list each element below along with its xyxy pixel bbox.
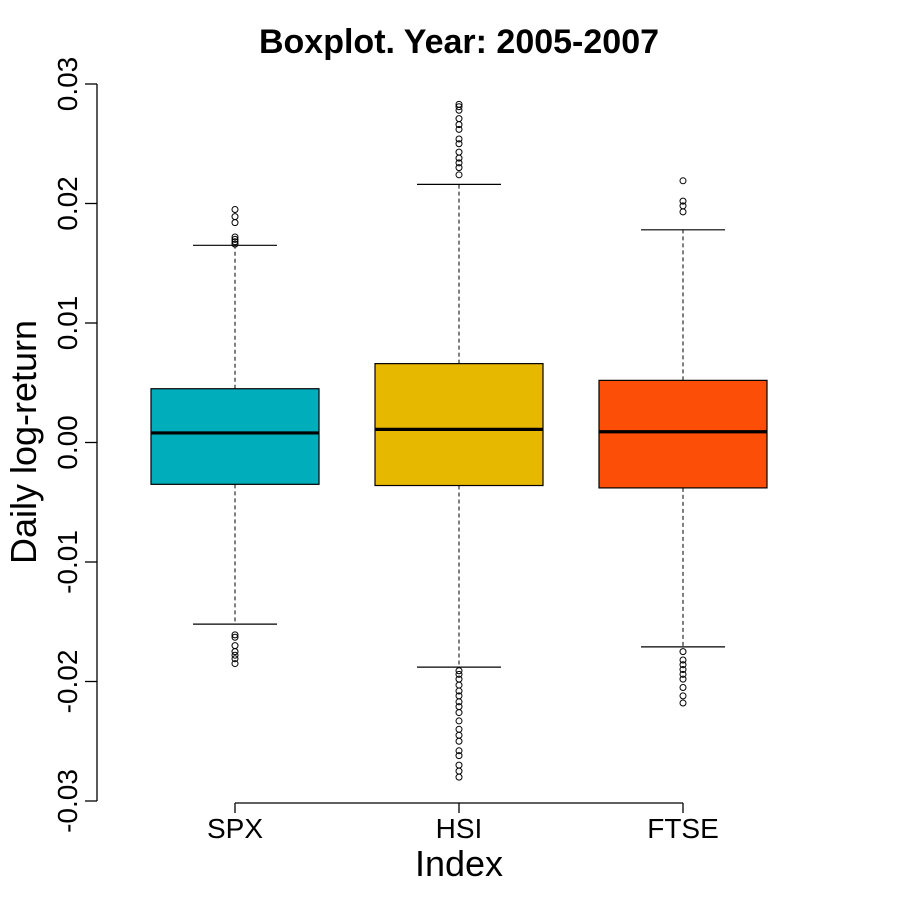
y-tick-label: 0.02 — [52, 176, 83, 231]
outlier-point — [679, 648, 687, 656]
outlier-point — [455, 164, 463, 172]
outlier-point — [231, 651, 239, 659]
outlier-point — [679, 177, 687, 185]
outlier-point — [679, 683, 687, 691]
outlier-point — [455, 752, 463, 760]
outlier-point — [679, 692, 687, 700]
outlier-point — [455, 148, 463, 156]
y-tick-label: 0.00 — [52, 415, 83, 470]
box-iqr — [374, 363, 544, 487]
outlier-point — [455, 135, 463, 143]
x-tick-label: FTSE — [647, 813, 719, 844]
outlier-point — [455, 115, 463, 123]
outlier-point — [231, 240, 239, 248]
outlier-point — [679, 208, 687, 216]
outlier-point — [679, 666, 687, 674]
y-tick-label: -0.01 — [52, 530, 83, 594]
box-iqr — [150, 388, 320, 485]
box-spx — [150, 205, 320, 668]
outlier-point — [455, 125, 463, 133]
y-axis: -0.03 -0.02 -0.01 0.00 0.01 0.02 0.03 — [52, 57, 98, 833]
outlier-point — [231, 238, 239, 246]
outlier-point — [231, 219, 239, 227]
outlier-point — [679, 197, 687, 205]
outlier-point — [455, 731, 463, 739]
x-axis: SPX HSI FTSE — [207, 802, 719, 844]
outlier-point — [455, 667, 463, 675]
x-tick-label: SPX — [207, 813, 263, 844]
outlier-point — [455, 698, 463, 706]
outlier-point — [455, 687, 463, 695]
outlier-point — [455, 717, 463, 725]
outlier-point — [455, 767, 463, 775]
box-ftse — [598, 177, 768, 707]
outlier-point — [455, 103, 463, 111]
box-hsi — [374, 100, 544, 781]
outlier-point — [455, 140, 463, 148]
outlier-point — [455, 171, 463, 179]
outlier-point — [455, 121, 463, 129]
outlier-point — [455, 773, 463, 781]
x-axis-label: Index — [415, 843, 503, 884]
outlier-point — [231, 660, 239, 668]
outlier-point — [455, 106, 463, 114]
x-tick-label: HSI — [436, 813, 483, 844]
outlier-point — [231, 633, 239, 641]
outlier-point — [679, 656, 687, 664]
outlier-point — [231, 642, 239, 650]
outlier-point — [455, 670, 463, 678]
outlier-point — [455, 709, 463, 717]
y-tick-label: -0.03 — [52, 769, 83, 833]
outlier-point — [455, 725, 463, 733]
y-tick-label: 0.01 — [52, 296, 83, 351]
plot-area — [150, 100, 768, 781]
outlier-point — [231, 233, 239, 241]
y-tick-label: -0.02 — [52, 650, 83, 714]
outlier-point — [455, 761, 463, 769]
outlier-point — [231, 648, 239, 656]
outlier-point — [679, 661, 687, 669]
outlier-point — [455, 737, 463, 745]
y-axis-label: Daily log-return — [3, 320, 44, 564]
outlier-point — [679, 699, 687, 707]
outlier-point — [231, 205, 239, 213]
chart-title: Boxplot. Year: 2005-2007 — [259, 23, 659, 61]
box-iqr — [598, 379, 768, 489]
outlier-point — [455, 681, 463, 689]
outlier-point — [231, 655, 239, 663]
outlier-point — [455, 159, 463, 167]
outlier-point — [455, 154, 463, 162]
y-tick-label: 0.03 — [52, 57, 83, 112]
outlier-point — [231, 213, 239, 221]
outlier-point — [679, 675, 687, 683]
outlier-point — [679, 670, 687, 678]
outlier-point — [231, 631, 239, 639]
outlier-point — [231, 235, 239, 243]
outlier-point — [455, 747, 463, 755]
